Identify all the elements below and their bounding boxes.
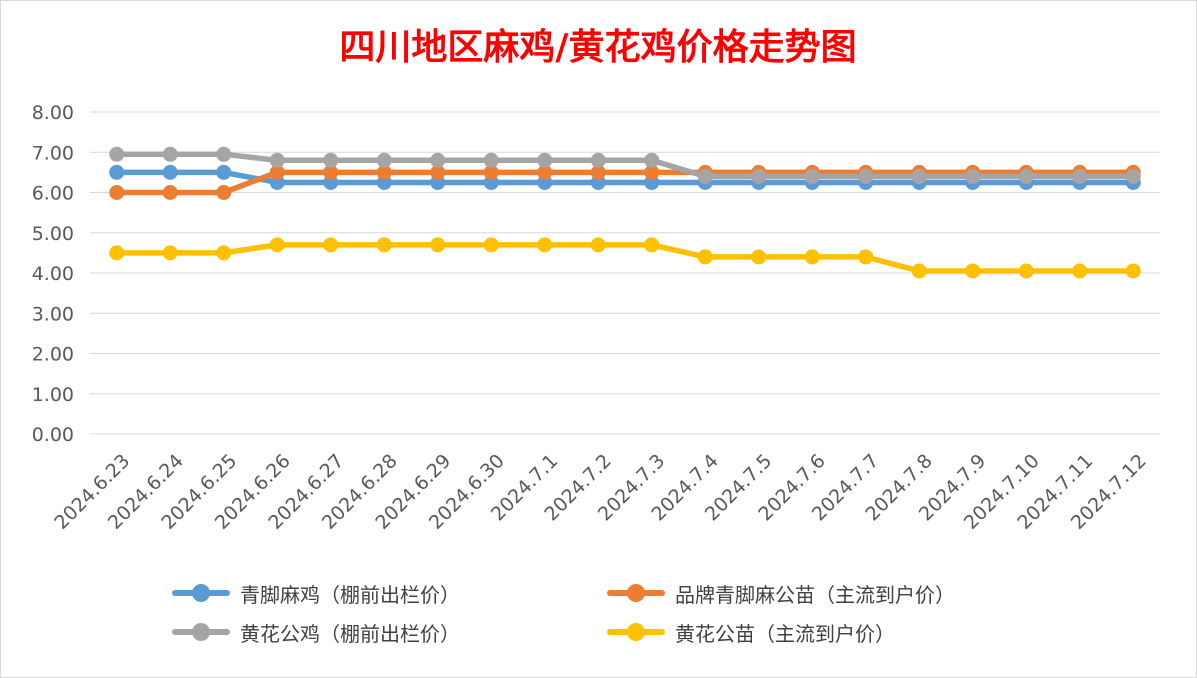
data-point	[858, 168, 874, 184]
legend: 青脚麻鸡（棚前出栏价） 品牌青脚麻公苗（主流到户价） 黄花公鸡（棚前出栏价） 黄…	[170, 578, 1070, 647]
data-point	[109, 245, 125, 261]
data-point	[537, 237, 553, 253]
y-tick-label: 1.00	[32, 384, 74, 406]
legend-label: 青脚麻鸡（棚前出栏价）	[240, 582, 460, 607]
legend-swatch-huanghua-gongji	[170, 617, 232, 647]
legend-item-qingjiao-maji: 青脚麻鸡（棚前出栏价）	[170, 578, 605, 608]
data-point	[1125, 168, 1141, 184]
data-point	[858, 249, 874, 265]
series-3	[109, 237, 1141, 279]
series-2	[109, 146, 1141, 184]
data-point	[911, 168, 927, 184]
series-line	[114, 169, 1136, 196]
data-point	[162, 146, 178, 162]
y-tick-label: 6.00	[32, 183, 74, 205]
data-point	[376, 237, 392, 253]
data-point	[483, 152, 499, 168]
data-point	[430, 237, 446, 253]
y-tick-label: 0.00	[32, 424, 74, 446]
data-point	[590, 164, 606, 180]
data-point	[216, 245, 232, 261]
data-point	[537, 152, 553, 168]
y-tick-label: 8.00	[32, 102, 74, 124]
y-tick-label: 5.00	[32, 223, 74, 245]
data-point	[1072, 263, 1088, 279]
legend-item-huanghua-gongji: 黄花公鸡（棚前出栏价）	[170, 617, 605, 647]
data-point	[911, 263, 927, 279]
data-point	[590, 152, 606, 168]
series-line	[114, 169, 1136, 186]
y-tick-label: 4.00	[32, 263, 74, 285]
data-point	[697, 249, 713, 265]
data-point	[162, 185, 178, 200]
legend-swatch-huanghua-gongmiao	[605, 617, 667, 647]
data-point	[751, 168, 767, 184]
data-point	[269, 237, 285, 253]
data-point	[483, 237, 499, 253]
data-point	[644, 152, 660, 168]
legend-swatch-brand-gongmiao	[605, 578, 667, 608]
data-point	[1072, 168, 1088, 184]
data-point	[804, 168, 820, 184]
y-tick-label: 7.00	[32, 142, 74, 164]
data-point	[1018, 263, 1034, 279]
data-point	[162, 245, 178, 261]
data-point	[216, 146, 232, 162]
legend-label: 品牌青脚麻公苗（主流到户价）	[675, 582, 955, 607]
data-point	[965, 168, 981, 184]
y-tick-label: 2.00	[32, 344, 74, 366]
data-point	[323, 164, 339, 180]
data-point	[430, 164, 446, 180]
gridlines	[90, 111, 1160, 435]
data-point	[376, 152, 392, 168]
data-point	[162, 164, 178, 180]
data-point	[590, 237, 606, 253]
data-point	[430, 152, 446, 168]
data-point	[323, 152, 339, 168]
data-point	[804, 249, 820, 265]
data-point	[965, 263, 981, 279]
data-point	[697, 168, 713, 184]
legend-swatch-qingjiao-maji	[170, 578, 232, 608]
data-point	[269, 164, 285, 180]
data-point	[216, 185, 232, 200]
data-point	[1125, 263, 1141, 279]
data-point	[109, 164, 125, 180]
y-axis-tick-labels: 0.00 1.00 2.00 3.00 4.00 5.00 6.00 7.00 8.00	[32, 102, 74, 446]
data-point	[644, 164, 660, 180]
data-point	[376, 164, 392, 180]
data-point	[537, 164, 553, 180]
series-line	[114, 151, 1136, 180]
legend-item-brand-gongmiao: 品牌青脚麻公苗（主流到户价）	[605, 578, 1070, 608]
data-point	[644, 237, 660, 253]
data-point	[323, 237, 339, 253]
legend-item-huanghua-gongmiao: 黄花公苗（主流到户价）	[605, 617, 1070, 647]
data-point	[109, 146, 125, 162]
data-point	[269, 152, 285, 168]
y-tick-label: 3.00	[32, 303, 74, 325]
data-point	[109, 185, 125, 200]
series-line	[114, 242, 1136, 274]
data-point	[751, 249, 767, 265]
data-point	[483, 164, 499, 180]
legend-label: 黄花公鸡（棚前出栏价）	[240, 621, 460, 646]
chart-title: 四川地区麻鸡/黄花鸡价格走势图	[339, 27, 856, 68]
data-point	[1018, 168, 1034, 184]
data-point	[216, 164, 232, 180]
series-lines	[109, 146, 1141, 279]
legend-label: 黄花公苗（主流到户价）	[675, 621, 895, 646]
